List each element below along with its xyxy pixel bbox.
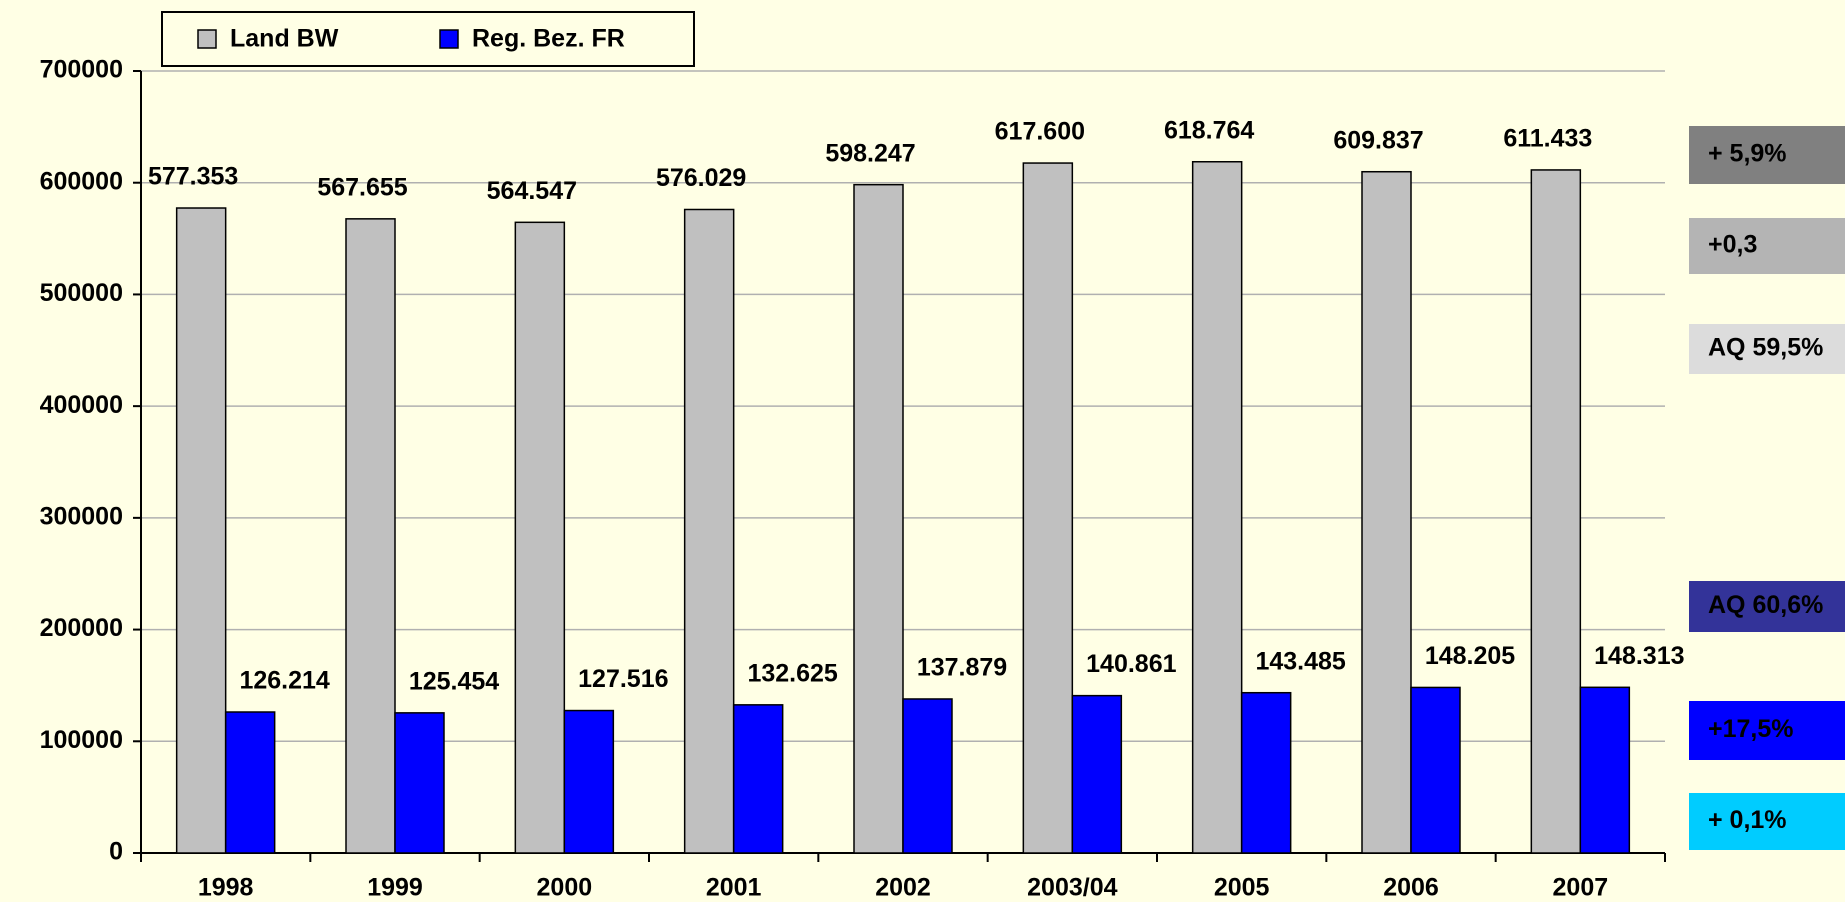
annotation-text: +17,5% [1708, 715, 1794, 743]
data-label: 576.029 [656, 164, 746, 192]
annotation-box [1689, 218, 1845, 274]
annotation-text: +0,3 [1708, 231, 1757, 259]
y-tick-label: 400000 [40, 391, 123, 419]
bar [345, 218, 396, 854]
x-tick-label: 2000 [537, 874, 593, 902]
bar [902, 698, 953, 854]
data-label: 148.205 [1425, 642, 1515, 670]
annotation-text: + 0,1% [1708, 806, 1787, 834]
annotation-box [1689, 126, 1845, 184]
data-label: 567.655 [317, 173, 407, 201]
bar [224, 711, 276, 854]
bar [732, 704, 784, 854]
bar [1022, 162, 1074, 854]
y-tick-label: 0 [109, 838, 123, 866]
bar [683, 208, 735, 854]
legend-label: Reg. Bez. FR [472, 25, 625, 53]
data-label: 140.861 [1086, 650, 1176, 678]
y-tick-label: 200000 [40, 614, 123, 642]
legend-label: Land BW [230, 25, 339, 53]
data-label: 611.433 [1503, 125, 1592, 153]
data-label: 577.353 [148, 163, 238, 191]
y-tick-label: 700000 [40, 56, 123, 84]
bar [1410, 686, 1461, 854]
data-label: 132.625 [747, 659, 837, 687]
y-tick-label: 100000 [40, 726, 123, 754]
x-tick-label: 2007 [1553, 874, 1609, 902]
legend-box [161, 11, 695, 67]
bar [1191, 161, 1243, 854]
data-label: 143.485 [1255, 647, 1345, 675]
annotation-text: AQ 60,6% [1708, 591, 1823, 619]
bar [175, 207, 227, 854]
x-tick-label: 2003/04 [1027, 874, 1117, 902]
y-tick-label: 600000 [40, 167, 123, 195]
bar [1579, 686, 1631, 854]
data-label: 617.600 [995, 118, 1085, 146]
x-tick-label: 2001 [706, 874, 762, 902]
annotation-box [1689, 701, 1845, 760]
bar [1240, 691, 1292, 854]
bar [563, 709, 615, 854]
bar [514, 221, 566, 854]
annotation-box [1689, 793, 1845, 850]
annotation-text: + 5,9% [1708, 140, 1787, 168]
legend-swatch [197, 29, 217, 49]
bar [853, 183, 904, 854]
x-tick-label: 2002 [875, 874, 931, 902]
data-label: 137.879 [917, 654, 1007, 682]
data-label: 618.764 [1164, 116, 1254, 144]
x-tick-label: 1998 [198, 874, 254, 902]
bar [1530, 169, 1582, 854]
x-tick-label: 1999 [367, 874, 423, 902]
bar [1361, 170, 1412, 854]
y-tick-label: 300000 [40, 502, 123, 530]
x-tick-label: 2006 [1383, 874, 1439, 902]
data-label: 126.214 [239, 667, 329, 695]
data-label: 127.516 [578, 665, 668, 693]
annotation-box [1689, 324, 1845, 374]
bar [394, 712, 445, 854]
y-tick-label: 500000 [40, 279, 123, 307]
data-label: 564.547 [487, 177, 577, 205]
data-label: 148.313 [1594, 642, 1684, 670]
annotation-box [1689, 581, 1845, 632]
bar [1071, 694, 1123, 854]
legend-swatch [439, 29, 459, 49]
data-label: 125.454 [409, 667, 499, 695]
data-label: 598.247 [825, 139, 915, 167]
annotation-text: AQ 59,5% [1708, 334, 1823, 362]
x-tick-label: 2005 [1214, 874, 1270, 902]
data-label: 609.837 [1333, 126, 1423, 154]
